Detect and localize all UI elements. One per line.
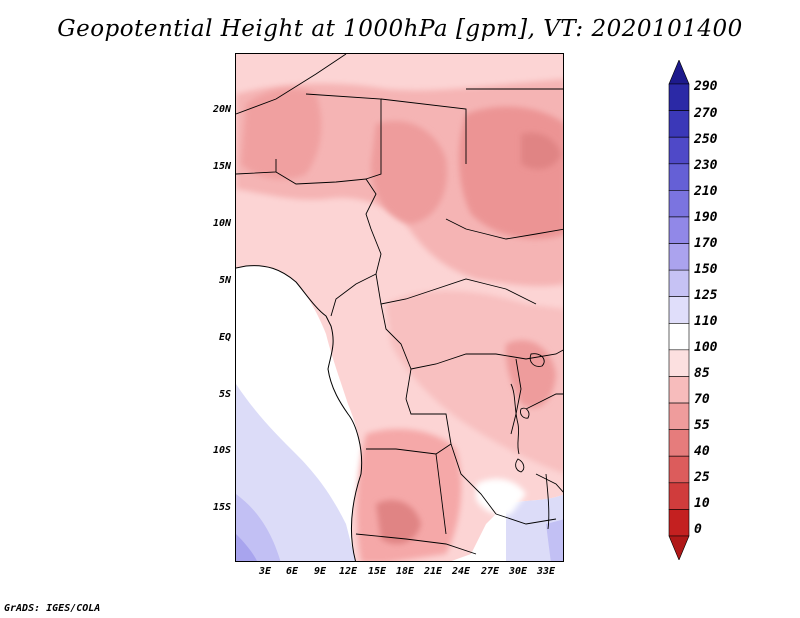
lake-mweru [515, 458, 525, 473]
lake-malawi [545, 473, 550, 530]
country-borders [236, 54, 563, 555]
lakes [510, 353, 550, 530]
colorbar-segment [668, 136, 690, 165]
cool-shading-se-strong [546, 519, 563, 561]
colorbar-label-250: 250 [694, 132, 718, 147]
land-peak-south [376, 500, 421, 544]
colorbar-label-55: 55 [694, 418, 710, 433]
chart-title: Geopotential Height at 1000hPa [gpm], VT… [57, 16, 743, 42]
colorbar-label-230: 230 [694, 158, 718, 173]
land-high-chad [371, 120, 447, 224]
map-panel [235, 53, 564, 562]
cool-shading-sw [236, 384, 356, 561]
footer-credit: GrADS: IGES/COLA [4, 603, 101, 614]
lat-label-eq: EQ [218, 332, 231, 343]
lat-label-10n: 10N [212, 218, 231, 229]
colorbar-label-125: 125 [694, 288, 718, 303]
colorbar-label-150: 150 [694, 262, 718, 277]
map-canvas [236, 54, 563, 561]
lat-label-5n: 5N [218, 275, 231, 286]
colorbar [668, 60, 690, 560]
colorbar-label-170: 170 [694, 236, 718, 251]
colorbar-segment [668, 296, 690, 324]
colorbar-label-110: 110 [694, 314, 718, 329]
colorbar-label-0: 0 [694, 522, 702, 537]
colorbar-segment [668, 349, 690, 377]
land-high-nw [241, 88, 322, 180]
colorbar-segment [668, 455, 690, 484]
colorbar-segment [668, 535, 690, 560]
colorbar-segment [668, 429, 690, 457]
colorbar-label-190: 190 [694, 210, 718, 225]
cool-shading-sw-core [236, 534, 258, 561]
colorbar-label-100: 100 [694, 340, 718, 355]
lat-label-10s: 10S [212, 445, 231, 456]
lon-label-21e: 21E [423, 566, 443, 577]
colorbar-label-10: 10 [694, 496, 710, 511]
lon-label-12e: 12E [338, 566, 358, 577]
colorbar-segment [668, 482, 690, 510]
land-peak-sudan [521, 132, 561, 170]
colorbar-segment [668, 322, 690, 351]
lake-kivu [520, 407, 530, 419]
colorbar-segment [668, 60, 690, 85]
lake-tanganyika [510, 383, 520, 455]
lon-label-24e: 24E [451, 566, 471, 577]
lon-label-6e: 6E [285, 566, 299, 577]
colorbar-segment [668, 190, 690, 218]
lat-label-20n: 20N [212, 104, 231, 115]
lat-label-5s: 5S [218, 389, 231, 400]
colorbar-segments [668, 60, 690, 560]
cool-shading-sw-strong [236, 494, 281, 561]
colorbar-label-70: 70 [694, 392, 710, 407]
colorbar-label-210: 210 [694, 184, 718, 199]
lon-label-27e: 27E [480, 566, 500, 577]
lon-label-30e: 30E [508, 566, 528, 577]
colorbar-segment [668, 163, 690, 191]
land-high-rift [505, 340, 556, 408]
colorbar-segment [668, 376, 690, 404]
colorbar-segment [668, 110, 690, 138]
colorbar-label-85: 85 [694, 366, 710, 381]
colorbar-label-270: 270 [694, 106, 718, 121]
lat-label-15s: 15S [212, 502, 231, 513]
colorbar-segment [668, 243, 690, 271]
lat-label-15n: 15N [212, 161, 231, 172]
colorbar-segment [668, 269, 690, 298]
colorbar-segment [668, 509, 690, 537]
coastline [236, 265, 363, 561]
lon-label-9e: 9E [313, 566, 327, 577]
colorbar-segment [668, 216, 690, 244]
lon-label-15e: 15E [367, 566, 387, 577]
colorbar-label-25: 25 [694, 470, 710, 485]
colorbar-label-40: 40 [694, 444, 710, 459]
colorbar-segment [668, 83, 690, 111]
lon-label-18e: 18E [395, 566, 415, 577]
lon-label-33e: 33E [536, 566, 556, 577]
white-pocket-east [476, 478, 526, 516]
colorbar-label-290: 290 [694, 79, 718, 94]
lon-label-3e: 3E [258, 566, 272, 577]
colorbar-segment [668, 402, 690, 430]
lake-victoria [529, 353, 545, 367]
